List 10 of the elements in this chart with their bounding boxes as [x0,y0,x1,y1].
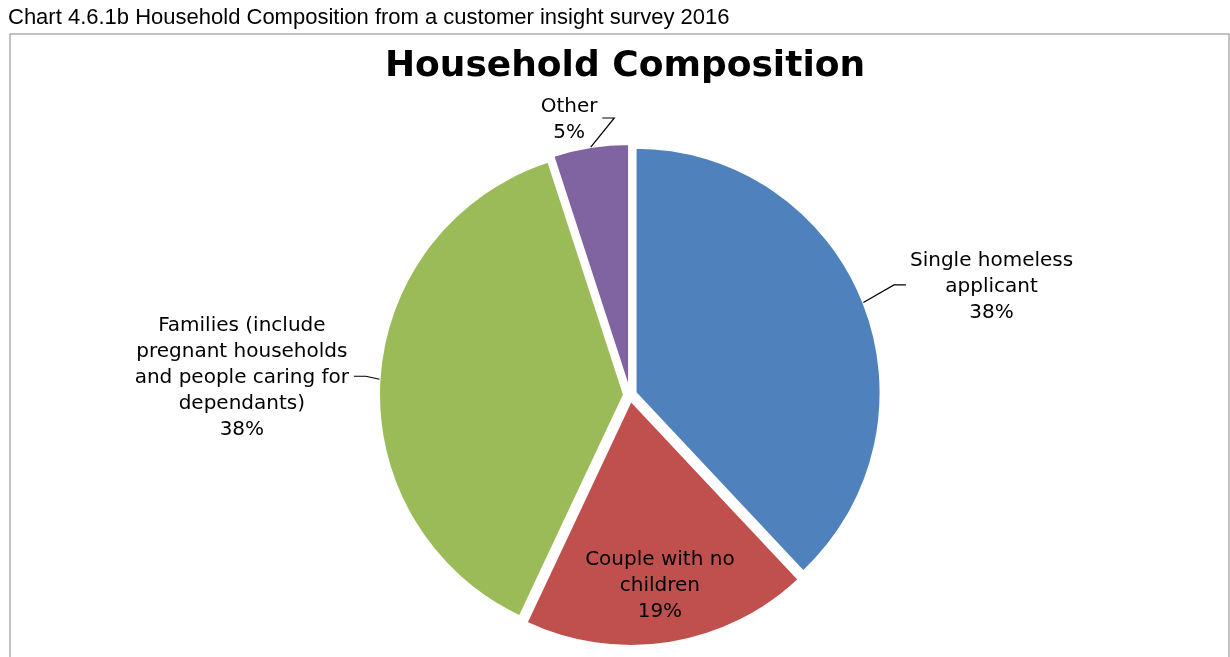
chart-title: Household Composition [384,43,866,84]
slice-label: Couple with no children [585,545,735,596]
data-label: 5% [553,119,586,143]
caption: Chart 4.6.1b Household Composition from a customer insight survey 2016 [8,4,730,29]
slice-label: Families (include pregnant households and people caring for dependants) [134,312,350,415]
slice-label: Single homeless applicant [909,246,1074,297]
data-label: 38% [969,298,1014,323]
slice-label: Other [540,93,599,117]
data-label: 38% [219,416,265,441]
data-label: 19% [637,597,683,622]
